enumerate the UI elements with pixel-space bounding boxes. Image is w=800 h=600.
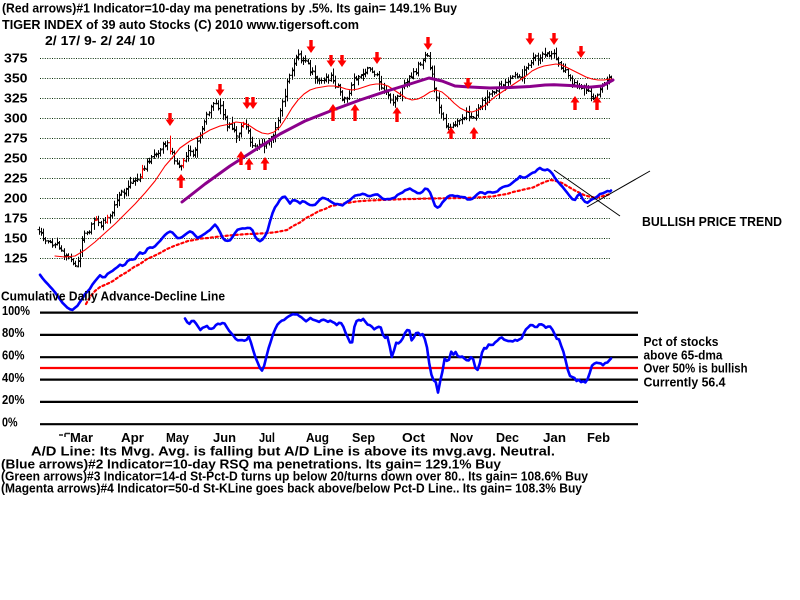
svg-text:225: 225 xyxy=(4,171,28,186)
svg-text:Dec: Dec xyxy=(496,430,519,445)
svg-text:A/D Line: Its Mvg. Avg. is fal: A/D Line: Its Mvg. Avg. is falling but A… xyxy=(31,444,555,459)
svg-text:Aug: Aug xyxy=(306,430,329,445)
svg-text:350: 350 xyxy=(4,71,28,86)
svg-text:BULLISH PRICE TREND: BULLISH PRICE TREND xyxy=(642,214,782,229)
svg-text:(Red arrows)#1 Indicator=10-da: (Red arrows)#1 Indicator=10-day ma penet… xyxy=(2,1,458,16)
svg-text:300: 300 xyxy=(4,111,28,126)
svg-text:0%: 0% xyxy=(2,414,18,429)
svg-text:Jul: Jul xyxy=(259,430,275,445)
svg-text:Apr: Apr xyxy=(121,430,144,445)
svg-text:Over 50% is bullish: Over 50% is bullish xyxy=(644,361,748,376)
svg-text:Mar: Mar xyxy=(70,430,93,445)
svg-text:Currently 56.4: Currently 56.4 xyxy=(644,375,727,390)
svg-text:2/ 17/ 9- 2/ 24/ 10: 2/ 17/ 9- 2/ 24/ 10 xyxy=(45,33,155,48)
svg-text:325: 325 xyxy=(4,91,28,106)
svg-text:(Magenta arrows)#4 Indicator=5: (Magenta arrows)#4 Indicator=50-d St-KLi… xyxy=(1,481,583,496)
svg-text:Nov: Nov xyxy=(450,430,474,445)
svg-text:100%: 100% xyxy=(2,303,30,318)
svg-text:Jan: Jan xyxy=(543,430,566,445)
svg-text:200: 200 xyxy=(4,191,28,206)
svg-text:(Blue arrows)#2 Indicator=10-d: (Blue arrows)#2 Indicator=10-day RSQ ma … xyxy=(1,457,502,472)
svg-text:Feb: Feb xyxy=(587,430,610,445)
svg-text:375: 375 xyxy=(4,51,28,66)
svg-text:Sep: Sep xyxy=(352,430,375,445)
svg-text:Jun: Jun xyxy=(213,430,236,445)
svg-text:Cumulative Daily Advance-Decli: Cumulative Daily Advance-Decline Line xyxy=(1,289,225,304)
svg-text:above 65-dma: above 65-dma xyxy=(644,348,724,363)
svg-text:275: 275 xyxy=(4,131,28,146)
svg-text:Pct of stocks: Pct of stocks xyxy=(644,334,719,349)
svg-text:Oct: Oct xyxy=(402,430,426,445)
svg-text:150: 150 xyxy=(4,231,28,246)
svg-text:175: 175 xyxy=(4,211,28,226)
svg-text:40%: 40% xyxy=(2,370,25,385)
svg-text:(Green arrows)#3 Indicator=14-: (Green arrows)#3 Indicator=14-d St-Pct-D… xyxy=(1,469,589,484)
svg-text:80%: 80% xyxy=(2,325,25,340)
svg-text:250: 250 xyxy=(4,151,28,166)
svg-text:TIGER INDEX of 39 auto Stocks: TIGER INDEX of 39 auto Stocks (C) 2010 w… xyxy=(2,17,359,32)
svg-text:May: May xyxy=(166,430,190,445)
svg-text:60%: 60% xyxy=(2,347,25,362)
svg-text:125: 125 xyxy=(4,251,28,266)
svg-text:20%: 20% xyxy=(2,392,25,407)
